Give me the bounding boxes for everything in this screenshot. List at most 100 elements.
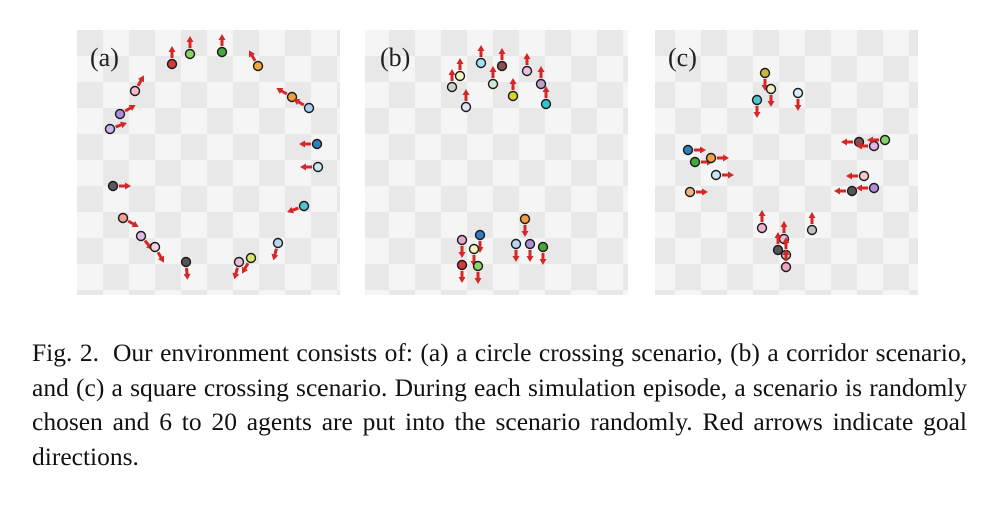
- agent-marker: [252, 60, 264, 72]
- agent-marker: [117, 212, 129, 224]
- agent-marker: [684, 186, 696, 198]
- agent-marker: [216, 46, 228, 58]
- goal-direction-arrow: [474, 272, 482, 284]
- agent-marker: [510, 238, 522, 250]
- panel-label: (b): [380, 43, 410, 72]
- goal-direction-arrow: [241, 262, 250, 274]
- agent-marker: [460, 101, 472, 113]
- goal-direction-arrow: [124, 104, 136, 113]
- agent-marker: [540, 98, 552, 110]
- agent-marker: [135, 230, 147, 242]
- goal-direction-arrow: [456, 58, 464, 70]
- agent-marker: [521, 65, 533, 77]
- agent-marker: [765, 83, 777, 95]
- goal-direction-arrow: [542, 86, 550, 98]
- goal-direction-arrow: [696, 188, 708, 196]
- panel-label: (c): [668, 43, 697, 72]
- agent-marker: [468, 243, 480, 255]
- scenario-figure: (a) (b) (c): [77, 30, 918, 295]
- agent-marker: [298, 200, 310, 212]
- agent-marker: [129, 85, 141, 97]
- goal-direction-arrow: [489, 66, 497, 78]
- agent-marker: [233, 256, 245, 268]
- goal-direction-arrow: [293, 98, 305, 107]
- agent-marker: [107, 180, 119, 192]
- goal-direction-arrow: [512, 250, 520, 262]
- agent-marker: [751, 94, 763, 106]
- agent-marker: [756, 222, 768, 234]
- panel-circle-crossing: (a): [77, 30, 340, 295]
- agent-marker: [104, 123, 116, 135]
- agent-marker: [272, 237, 284, 249]
- agent-marker: [792, 87, 804, 99]
- agent-marker: [446, 81, 458, 93]
- goal-direction-arrow: [856, 184, 868, 192]
- goal-direction-arrow: [448, 69, 456, 81]
- goal-direction-arrow: [767, 95, 775, 107]
- goal-direction-arrow: [477, 45, 485, 57]
- agent-marker: [682, 144, 694, 156]
- agent-marker: [806, 224, 818, 236]
- goal-direction-arrow: [115, 121, 127, 129]
- goal-direction-arrow: [526, 250, 534, 262]
- goal-direction-arrow: [509, 78, 517, 90]
- agent-marker: [166, 58, 178, 70]
- agent-marker: [879, 134, 891, 146]
- panel-label: (a): [90, 43, 119, 72]
- goal-direction-arrow: [119, 182, 131, 190]
- agent-marker: [868, 182, 880, 194]
- caption-text: Our environment consists of: (a) a circl…: [32, 338, 967, 471]
- goal-direction-arrow: [782, 249, 790, 261]
- checkerboard-background: [365, 30, 628, 295]
- goal-direction-arrow: [156, 251, 165, 263]
- agent-marker: [868, 140, 880, 152]
- agent-marker: [184, 48, 196, 60]
- agent-marker: [312, 161, 324, 173]
- goal-direction-arrow: [127, 219, 139, 228]
- agent-marker: [858, 170, 870, 182]
- agent-marker: [454, 70, 466, 82]
- goal-direction-arrow: [841, 138, 853, 146]
- goal-direction-arrow: [539, 253, 547, 265]
- agent-marker: [475, 57, 487, 69]
- figure-number: Fig. 2.: [32, 338, 99, 367]
- goal-direction-arrow: [299, 140, 311, 148]
- agent-marker: [759, 67, 771, 79]
- goal-direction-arrow: [722, 171, 734, 179]
- agent-marker: [311, 138, 323, 150]
- goal-direction-arrow: [287, 206, 299, 214]
- goal-direction-arrow: [248, 50, 257, 62]
- agent-marker: [303, 102, 315, 114]
- agent-marker: [519, 213, 531, 225]
- agent-marker: [772, 244, 784, 256]
- agent-marker: [496, 60, 508, 72]
- goal-direction-arrow: [774, 232, 782, 244]
- goal-direction-arrow: [523, 53, 531, 65]
- agent-marker: [689, 156, 701, 168]
- goal-direction-arrow: [753, 106, 761, 118]
- goal-direction-arrow: [300, 163, 312, 171]
- goal-direction-arrow: [808, 212, 816, 224]
- goal-direction-arrow: [537, 66, 545, 78]
- goal-direction-arrow: [794, 99, 802, 111]
- goal-direction-arrow: [183, 267, 191, 280]
- agent-marker: [846, 185, 858, 197]
- agent-marker: [535, 78, 547, 90]
- goal-direction-arrow: [834, 187, 846, 195]
- agent-marker: [537, 241, 549, 253]
- goal-direction-arrow: [717, 154, 729, 162]
- goal-direction-arrow: [458, 271, 466, 283]
- goal-direction-arrow: [780, 221, 788, 233]
- agent-marker: [507, 90, 519, 102]
- agent-marker: [487, 78, 499, 90]
- agent-marker: [710, 169, 722, 181]
- goal-direction-arrow: [758, 210, 766, 222]
- panel-corridor: (b): [365, 30, 628, 295]
- agent-marker: [780, 261, 792, 273]
- agent-marker: [524, 238, 536, 250]
- checkerboard-background: [77, 30, 340, 295]
- agent-marker: [149, 241, 161, 253]
- goal-direction-arrow: [867, 136, 879, 144]
- goal-direction-arrow: [462, 89, 470, 101]
- goal-direction-arrow: [782, 237, 790, 249]
